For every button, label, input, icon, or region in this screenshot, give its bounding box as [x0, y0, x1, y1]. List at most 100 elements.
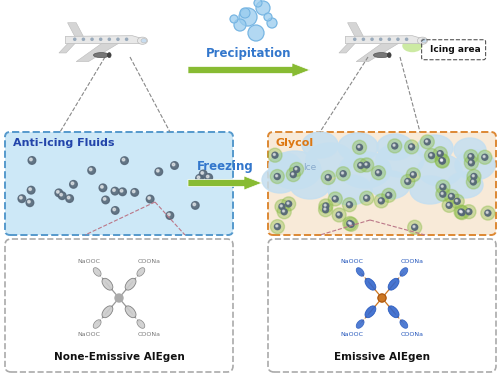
Polygon shape: [188, 63, 310, 77]
Circle shape: [56, 190, 59, 193]
Circle shape: [410, 172, 416, 178]
Circle shape: [352, 140, 366, 154]
Circle shape: [481, 206, 495, 220]
Circle shape: [348, 221, 354, 227]
Circle shape: [281, 209, 287, 215]
Circle shape: [282, 197, 296, 211]
Circle shape: [201, 172, 203, 174]
Circle shape: [450, 195, 452, 197]
Circle shape: [347, 220, 353, 226]
Circle shape: [118, 188, 126, 196]
FancyBboxPatch shape: [5, 132, 233, 235]
Ellipse shape: [388, 306, 399, 318]
Circle shape: [277, 205, 291, 219]
Ellipse shape: [421, 39, 427, 43]
Circle shape: [294, 166, 300, 172]
Circle shape: [467, 170, 481, 183]
Circle shape: [336, 167, 350, 181]
Circle shape: [290, 172, 296, 178]
Circle shape: [117, 38, 119, 40]
Circle shape: [55, 189, 62, 196]
Circle shape: [131, 189, 138, 196]
Ellipse shape: [365, 278, 376, 290]
Circle shape: [470, 179, 476, 185]
Circle shape: [469, 155, 471, 157]
Circle shape: [115, 294, 123, 302]
Circle shape: [412, 224, 418, 230]
Ellipse shape: [302, 132, 338, 158]
Circle shape: [464, 156, 478, 170]
Circle shape: [282, 210, 284, 212]
Circle shape: [58, 192, 66, 200]
Circle shape: [332, 208, 346, 222]
Circle shape: [132, 190, 135, 193]
Circle shape: [286, 168, 300, 182]
Ellipse shape: [376, 143, 424, 177]
Circle shape: [279, 204, 285, 210]
Circle shape: [374, 194, 388, 208]
Circle shape: [70, 180, 78, 188]
Text: Ice: Ice: [304, 164, 316, 172]
Circle shape: [280, 205, 282, 207]
Ellipse shape: [410, 176, 450, 204]
Circle shape: [371, 38, 373, 40]
Circle shape: [436, 154, 450, 168]
Ellipse shape: [339, 152, 391, 188]
Circle shape: [404, 140, 418, 154]
Circle shape: [336, 212, 342, 218]
Ellipse shape: [141, 39, 147, 43]
Circle shape: [332, 196, 338, 202]
Circle shape: [478, 150, 492, 164]
Ellipse shape: [108, 53, 111, 58]
Text: NaOOC: NaOOC: [340, 332, 363, 336]
Circle shape: [406, 180, 408, 182]
Circle shape: [380, 199, 382, 201]
Circle shape: [386, 192, 392, 198]
Text: COONa: COONa: [138, 332, 160, 336]
Circle shape: [240, 8, 250, 18]
Circle shape: [397, 38, 399, 40]
Text: NaOOC: NaOOC: [78, 332, 100, 336]
Circle shape: [440, 158, 446, 164]
Circle shape: [377, 171, 379, 173]
Circle shape: [440, 159, 442, 161]
Circle shape: [321, 171, 335, 184]
Circle shape: [348, 203, 350, 205]
Circle shape: [426, 140, 428, 142]
Circle shape: [156, 170, 159, 172]
Circle shape: [111, 187, 119, 195]
Circle shape: [274, 224, 280, 230]
Circle shape: [450, 194, 464, 208]
Circle shape: [362, 38, 364, 40]
Circle shape: [428, 153, 434, 159]
Polygon shape: [348, 23, 364, 36]
Circle shape: [435, 154, 449, 168]
Circle shape: [318, 203, 332, 217]
Ellipse shape: [400, 320, 408, 328]
Circle shape: [424, 148, 438, 163]
Ellipse shape: [269, 153, 301, 177]
Circle shape: [272, 152, 278, 158]
Circle shape: [406, 168, 420, 182]
Circle shape: [354, 38, 356, 40]
Polygon shape: [339, 42, 356, 53]
Polygon shape: [66, 36, 144, 44]
Circle shape: [358, 146, 360, 148]
Ellipse shape: [418, 154, 462, 186]
Text: Emissive AIEgen: Emissive AIEgen: [334, 352, 430, 362]
Circle shape: [122, 158, 125, 161]
Circle shape: [295, 168, 297, 170]
Circle shape: [248, 25, 264, 41]
Circle shape: [170, 162, 178, 169]
Circle shape: [359, 164, 361, 166]
Circle shape: [438, 152, 440, 154]
Circle shape: [486, 211, 488, 213]
Circle shape: [206, 175, 209, 178]
Ellipse shape: [455, 150, 495, 180]
Circle shape: [322, 207, 328, 213]
Ellipse shape: [290, 171, 330, 199]
Circle shape: [108, 38, 110, 40]
Ellipse shape: [417, 135, 453, 161]
Circle shape: [464, 150, 478, 164]
Circle shape: [483, 156, 485, 158]
